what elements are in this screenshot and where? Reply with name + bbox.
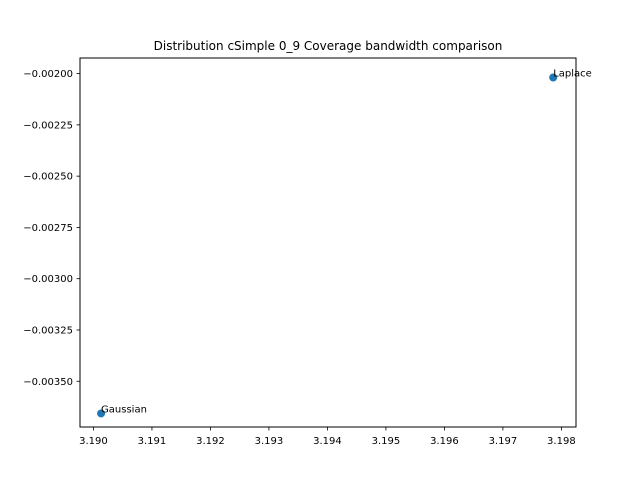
x-tick-label: 3.191 <box>138 436 167 447</box>
x-axis-ticks: 3.190 3.191 3.192 3.193 3.194 3.195 3.196 3.197… <box>79 427 576 447</box>
y-tick-label: −0.00200 <box>23 69 73 80</box>
data-points: Gaussian Laplace <box>97 68 592 418</box>
data-point-gaussian <box>97 409 106 418</box>
x-tick-label: 3.197 <box>489 436 518 447</box>
y-tick-label: −0.00225 <box>23 120 73 131</box>
y-tick-label: −0.00325 <box>23 325 73 336</box>
point-label-laplace: Laplace <box>553 68 592 79</box>
x-tick-label: 3.196 <box>430 436 459 447</box>
data-point-laplace <box>549 73 558 82</box>
x-tick-label: 3.192 <box>196 436 225 447</box>
y-tick-label: −0.00275 <box>23 223 73 234</box>
x-tick-label: 3.193 <box>255 436 284 447</box>
y-tick-label: −0.00300 <box>23 274 73 285</box>
x-tick-label: 3.190 <box>79 436 108 447</box>
plot-area-frame <box>79 57 577 428</box>
y-axis-ticks: −0.00200 −0.00225 −0.00250 −0.00275 −0.00300… <box>23 69 80 388</box>
x-tick-label: 3.195 <box>372 436 401 447</box>
x-tick-label: 3.194 <box>313 436 342 447</box>
x-tick-label: 3.198 <box>547 436 576 447</box>
y-tick-label: −0.00250 <box>23 172 73 183</box>
point-label-gaussian: Gaussian <box>101 404 147 415</box>
chart-title: Distribution cSimple 0_9 Coverage bandwi… <box>154 39 503 53</box>
y-tick-label: −0.00350 <box>23 377 73 388</box>
